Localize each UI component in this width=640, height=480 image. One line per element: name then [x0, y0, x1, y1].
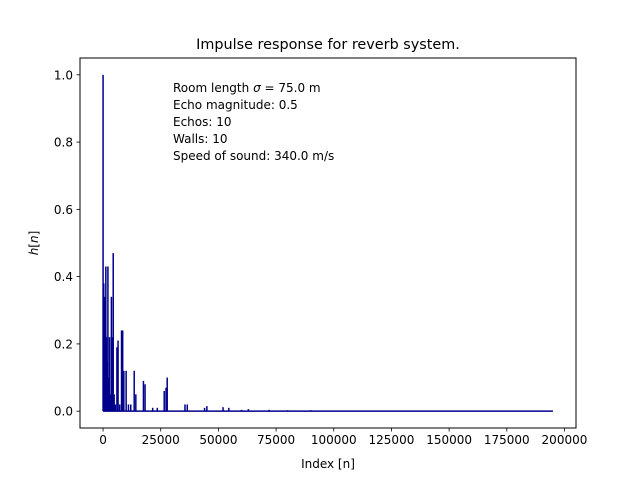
y-tick-label: 0.2	[54, 337, 73, 351]
y-axis-ticks: 0.0 0.2 0.4 0.6 0.8 1.0	[54, 68, 80, 419]
x-tick-label: 100000	[311, 433, 357, 447]
x-axis-label: Index [n]	[301, 457, 355, 471]
annotation-speed-of-sound: Speed of sound: 340.0 m/s	[173, 149, 334, 163]
chart-title: Impulse response for reverb system.	[196, 37, 460, 53]
y-tick-label: 0.8	[54, 136, 73, 150]
annotation-echo-magnitude: Echo magnitude: 0.5	[173, 98, 298, 112]
x-axis-ticks: 0 25000 50000 75000 100000 125000 150000 175000…	[99, 428, 587, 447]
y-tick-label: 0.4	[54, 270, 73, 284]
x-tick-label: 175000	[484, 433, 530, 447]
x-tick-label: 0	[99, 433, 107, 447]
plot-area	[79, 57, 577, 429]
annotation-walls: Walls: 10	[173, 132, 228, 146]
annotation-room-length: Room length σ = 75.0 m	[173, 81, 321, 95]
x-tick-label: 50000	[199, 433, 237, 447]
y-tick-label: 1.0	[54, 68, 73, 82]
x-tick-label: 25000	[142, 433, 180, 447]
x-tick-label: 150000	[426, 433, 472, 447]
annotation-echos: Echos: 10	[173, 115, 232, 129]
x-tick-label: 75000	[257, 433, 295, 447]
y-axis-label: h[n]	[27, 231, 41, 256]
y-tick-label: 0.0	[54, 405, 73, 419]
x-tick-label: 200000	[542, 433, 588, 447]
x-tick-label: 125000	[369, 433, 415, 447]
y-tick-label: 0.6	[54, 203, 73, 217]
series-line	[102, 74, 553, 412]
annotation-box: Room length σ = 75.0 m Echo magnitude: 0…	[173, 81, 334, 163]
axes-frame	[79, 57, 577, 429]
